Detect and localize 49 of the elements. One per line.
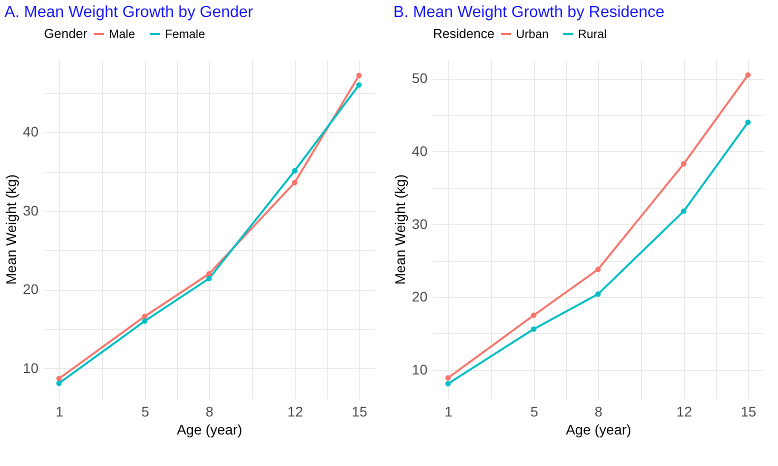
y-tick-label: 30 (22, 202, 39, 218)
legend-label: Rural (578, 27, 607, 41)
y-tick-label: 20 (412, 288, 428, 305)
x-tick-label: 1 (56, 404, 64, 420)
point (680, 161, 686, 167)
point (292, 168, 298, 174)
y-axis-title: Mean Weight (kg) (2, 174, 19, 285)
x-axis-title: Age (year) (176, 422, 242, 438)
point (356, 72, 362, 78)
point (445, 380, 451, 386)
point (56, 380, 62, 386)
point (142, 314, 148, 320)
point (595, 266, 601, 272)
point (356, 82, 362, 88)
x-axis-title: Age (year) (566, 422, 632, 438)
chart-title: B. Mean Weight Growth by Residence (393, 4, 664, 21)
x-tick-label: 5 (141, 404, 150, 420)
x-tick-label: 5 (530, 404, 538, 420)
x-tick-label: 12 (287, 404, 304, 420)
point (530, 326, 536, 332)
point (680, 208, 686, 214)
x-tick-label: 15 (352, 404, 368, 420)
legend-label: Female (165, 27, 206, 41)
point (142, 318, 148, 324)
y-tick-label: 30 (412, 216, 428, 232)
y-tick-label: 40 (412, 142, 428, 159)
point (530, 312, 536, 318)
x-tick-label: 15 (740, 404, 756, 420)
point (445, 375, 451, 381)
point (745, 72, 751, 78)
x-tick-label: 8 (206, 404, 214, 420)
legend-title: Residence (433, 26, 494, 41)
y-tick-label: 40 (22, 124, 39, 140)
x-tick-label: 12 (676, 404, 692, 420)
y-tick-label: 10 (22, 360, 39, 376)
legend-title: Gender (44, 26, 88, 41)
point (595, 291, 601, 297)
y-tick-label: 10 (412, 361, 428, 378)
point (745, 120, 751, 126)
y-tick-label: 20 (22, 281, 39, 298)
y-tick-label: 50 (412, 70, 428, 86)
legend-label: Male (109, 27, 136, 41)
point (206, 276, 212, 282)
y-axis-title: Mean Weight (kg) (392, 174, 408, 285)
x-tick-label: 8 (594, 404, 603, 420)
legend-label: Urban (516, 27, 549, 41)
chart-title: A. Mean Weight Growth by Gender (4, 4, 254, 21)
point (292, 180, 298, 186)
x-tick-label: 1 (444, 404, 453, 420)
